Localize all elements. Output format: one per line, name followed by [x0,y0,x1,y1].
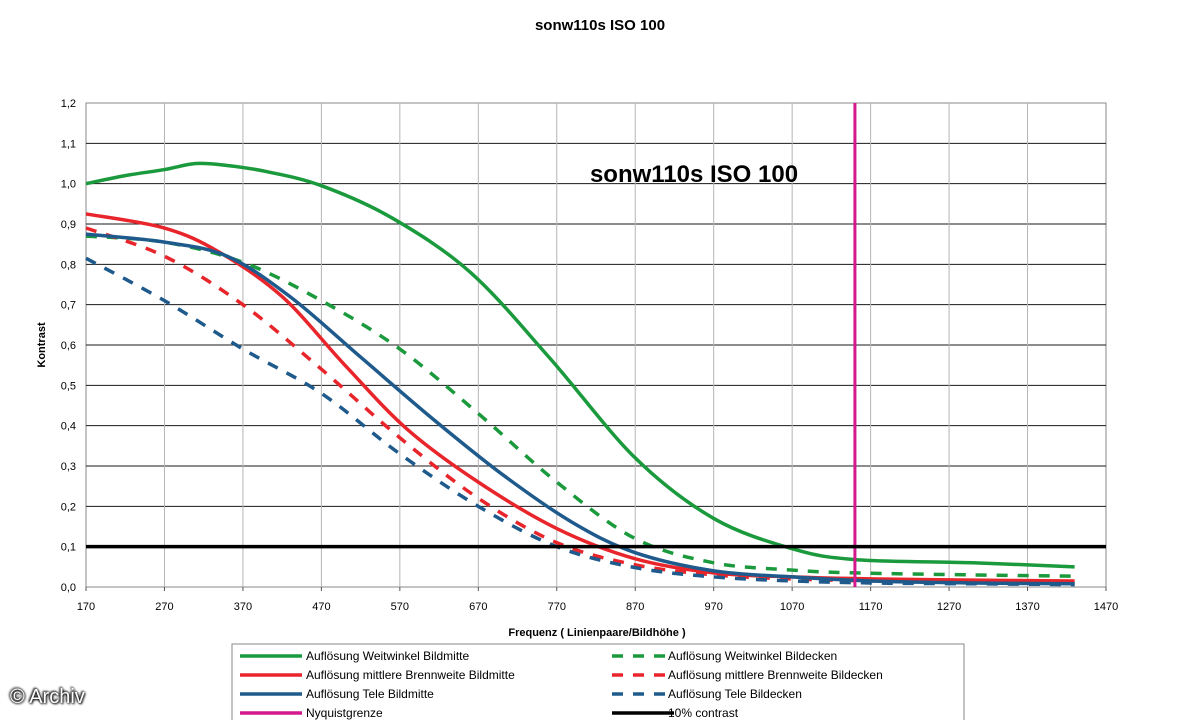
chart-title: sonw110s ISO 100 [535,17,665,34]
x-tick-label: 1470 [1094,601,1118,613]
archive-watermark: © Archiv [10,686,85,708]
y-tick-label: 0,6 [61,340,76,352]
y-tick-label: 1,2 [61,98,76,110]
x-tick-label: 870 [626,601,644,613]
series-line-1 [85,161,1075,569]
legend-label: Auflösung Weitwinkel Bildecken [668,649,837,663]
y-tick-label: 0,2 [61,501,76,513]
x-tick-label: 270 [155,601,173,613]
legend-label: 10% contrast [668,706,739,720]
y-tick-label: 0,1 [61,542,76,554]
x-tick-labels: 170 270 370 470 570 670 770 870 970 1070 1170 1270 1… [77,601,1118,613]
y-axis-label: Kontrast [36,322,48,368]
y-tick-label: 0,9 [61,219,76,231]
legend-label: Auflösung Tele Bildecken [668,687,802,701]
y-tick-label: 0,4 [61,421,76,433]
legend-label: Auflösung mittlere Brennweite Bildmitte [306,668,515,682]
inner-title: sonw110s ISO 100 [590,161,798,188]
series-line-5 [85,232,1075,586]
legend: Auflösung Weitwinkel Bildmitte Auflösung … [240,649,883,720]
legend-label: Auflösung Weitwinkel Bildmitte [306,649,470,663]
x-tick-label: 470 [312,601,330,613]
x-tick-label: 970 [705,601,723,613]
y-tick-label: 1,0 [61,179,76,191]
y-tick-label: 0,7 [61,300,76,312]
x-tick-label: 1370 [1015,601,1039,613]
x-tick-label: 370 [234,601,252,613]
x-axis-label: Frequenz ( Linienpaare/Bildhöhe ) [508,627,686,639]
x-tick-label: 770 [548,601,566,613]
y-tick-label: 0,3 [61,461,76,473]
legend-label: Auflösung Tele Bildmitte [306,687,434,701]
y-tick-label: 0,5 [61,380,76,392]
x-tick-label: 1070 [780,601,804,613]
x-tick-label: 170 [77,601,95,613]
x-tick-label: 1170 [859,601,883,613]
legend-box [231,643,965,720]
x-tick-label: 1270 [937,601,961,613]
y-tick-label: 0,8 [61,259,76,271]
y-tick-label: 1,1 [61,138,76,150]
legend-label: Auflösung mittlere Brennweite Bildecken [668,668,883,682]
y-tick-labels: 0,0 0,1 0,2 0,3 0,4 0,5 0,6 0,7 0,8 0,9 1,0 1,1 1,2 [61,98,76,594]
legend-label: Nyquistgrenze [306,706,383,720]
x-tick-label: 670 [469,601,487,613]
y-tick-label: 0,0 [61,582,76,594]
series-line-3 [85,212,1075,583]
series-line-4 [85,226,1075,585]
series-lines [85,103,1106,587]
x-tick-label: 570 [391,601,409,613]
